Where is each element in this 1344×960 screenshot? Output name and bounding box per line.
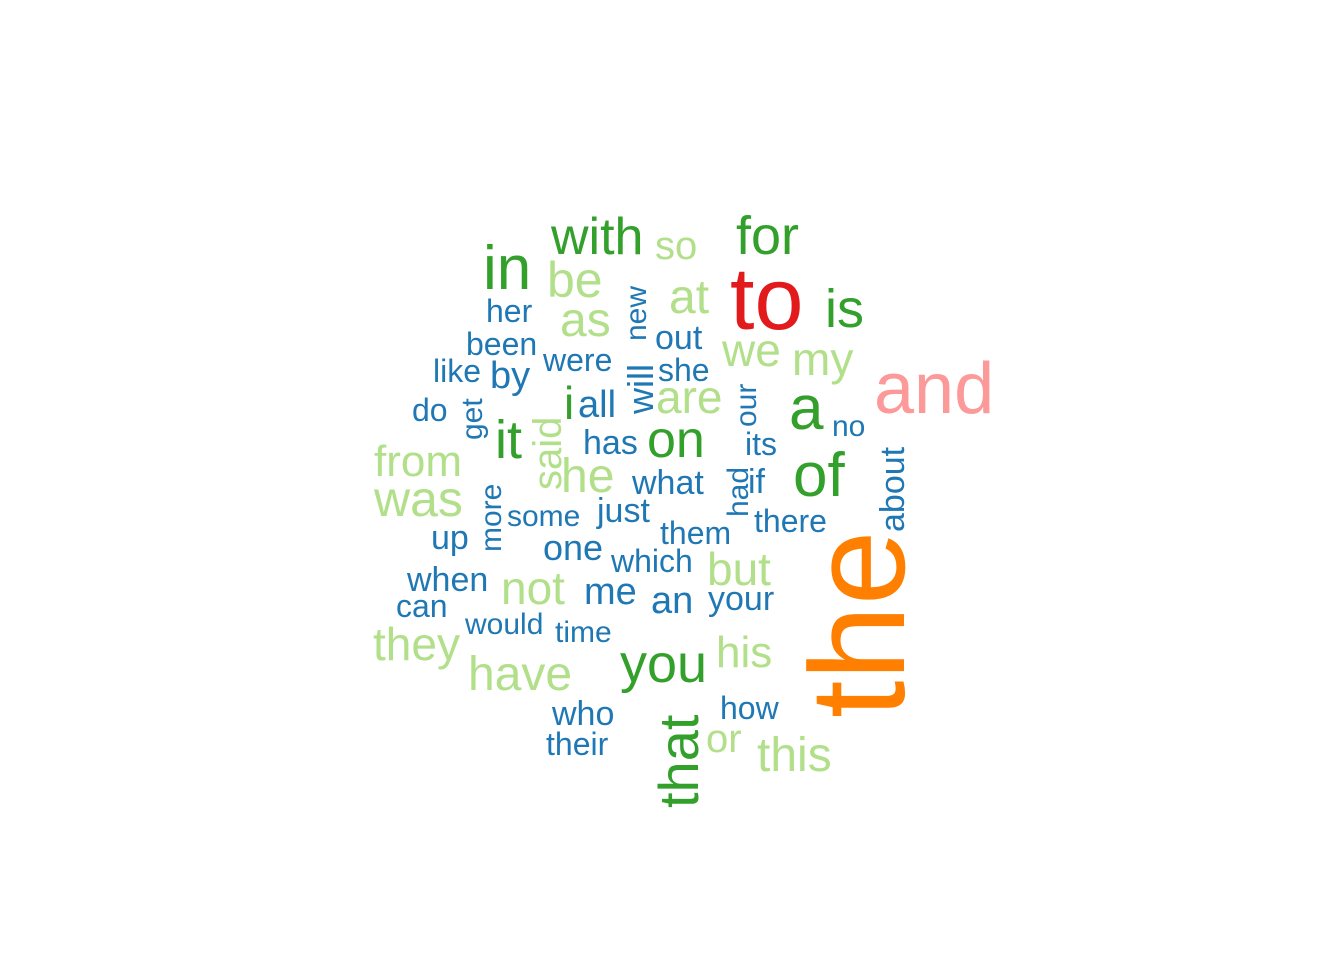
word-with: with [551, 208, 644, 266]
word-of: of [793, 441, 845, 510]
word-my: my [792, 333, 854, 385]
word-our: our [730, 383, 763, 427]
word-this: this [757, 729, 832, 782]
word-it: it [495, 410, 522, 470]
word-all: all [578, 384, 617, 426]
word-me: me [584, 571, 637, 613]
word-can: can [396, 588, 448, 624]
word-by: by [490, 355, 531, 397]
word-its: its [745, 426, 777, 462]
word-when: when [407, 561, 489, 599]
word-who: who [552, 695, 615, 733]
word-there: there [754, 503, 827, 539]
word-in: in [483, 234, 532, 303]
word-at: at [669, 271, 710, 324]
word-one: one [543, 527, 604, 568]
word-like: like [433, 353, 482, 389]
word-you: you [620, 634, 708, 694]
word-get: get [456, 398, 489, 440]
word-which: which [611, 543, 693, 579]
word-is: is [825, 279, 864, 339]
word-from: from [374, 437, 462, 486]
word-to: to [730, 249, 804, 348]
word-that: that [647, 714, 710, 808]
word-were: were [543, 342, 613, 378]
word-be: be [547, 252, 603, 308]
word-or: or [706, 717, 742, 761]
word-new: new [620, 285, 653, 341]
word-what: what [632, 464, 704, 502]
word-more: more [475, 483, 508, 552]
word-the: the [782, 530, 933, 718]
word-your: your [708, 580, 775, 618]
word-been: been [466, 326, 538, 362]
word-was: was [374, 471, 463, 527]
word-if: if [748, 463, 765, 501]
word-and: and [874, 349, 995, 429]
word-i: i [564, 377, 575, 429]
word-her: her [486, 293, 533, 329]
word-so: so [655, 224, 698, 268]
word-he: he [561, 450, 615, 503]
word-we: we [722, 324, 781, 376]
word-will: will [620, 364, 661, 414]
word-how: how [720, 690, 779, 726]
word-on: on [647, 411, 705, 469]
word-for: for [736, 206, 800, 266]
word-they: they [373, 618, 460, 670]
word-are: are [656, 371, 723, 423]
word-not: not [501, 562, 565, 614]
word-time: time [555, 616, 612, 649]
word-his: his [716, 628, 773, 677]
word-have: have [468, 648, 573, 701]
word-but: but [707, 543, 771, 595]
word-has: has [583, 424, 638, 462]
word-some: some [507, 500, 581, 533]
word-an: an [651, 580, 694, 622]
word-no: no [832, 410, 866, 443]
word-do: do [412, 392, 448, 428]
word-up: up [431, 519, 469, 557]
word-out: out [655, 319, 703, 357]
word-just: just [597, 492, 650, 530]
word-said: said [526, 416, 570, 490]
word-as: as [560, 294, 611, 347]
word-would: would [465, 608, 544, 641]
word-a: a [789, 374, 824, 443]
word-them: them [660, 515, 732, 551]
word-their: their [546, 726, 609, 762]
word-she: she [658, 352, 710, 388]
word-about: about [874, 446, 912, 532]
